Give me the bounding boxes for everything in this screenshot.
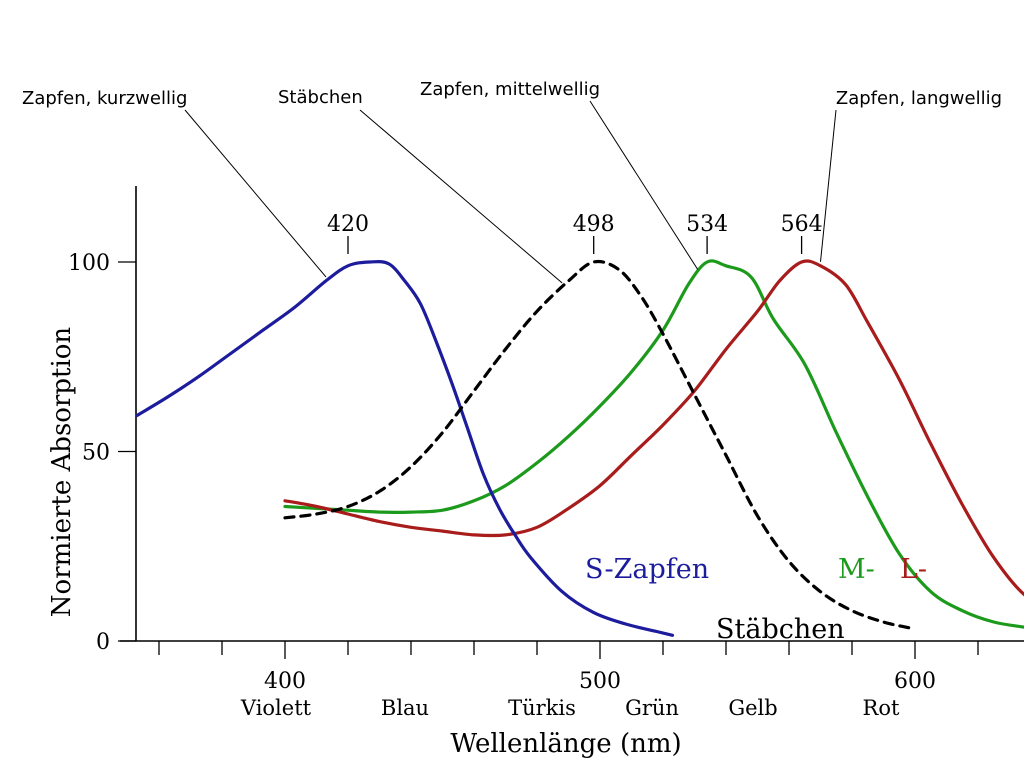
color-band-labels: Violett Blau Türkis Grün Gelb Rot <box>240 696 900 720</box>
callout-label: Zapfen, mittelwellig <box>420 79 600 100</box>
axes <box>120 186 1024 642</box>
series-label-m-cone: M- <box>838 554 875 585</box>
color-band-label: Grün <box>625 696 679 720</box>
peak-label: 534 <box>686 212 728 237</box>
peak-markers: 420 498 534 564 <box>327 212 823 254</box>
x-tick-label: 600 <box>894 669 936 694</box>
color-band-label: Türkis <box>508 696 576 720</box>
callout-label: Zapfen, kurzwellig <box>22 88 187 109</box>
curve-rod <box>283 259 911 630</box>
curve-l-cone <box>283 259 1024 597</box>
series-label-l-cone: L- <box>900 554 927 585</box>
x-axis-title: Wellenlänge (nm) <box>450 729 681 759</box>
peak-label: 564 <box>781 212 823 237</box>
color-band-label: Gelb <box>728 696 777 720</box>
callouts: Zapfen, kurzwellig Stäbchen Zapfen, mittel… <box>22 79 1002 284</box>
curve-m-cone <box>283 259 1024 629</box>
color-band-label: Rot <box>863 696 900 720</box>
x-tick-label: 500 <box>579 669 621 694</box>
curves <box>135 259 1024 637</box>
callout-label: Zapfen, langwellig <box>836 88 1002 109</box>
callout-label: Stäbchen <box>278 87 363 108</box>
callout-leader-line <box>184 109 327 278</box>
curve-s-cone <box>135 260 675 637</box>
peak-label: 498 <box>573 212 615 237</box>
color-band-label: Blau <box>381 696 429 720</box>
callout-leader-line <box>820 109 837 262</box>
y-tick-label: 0 <box>96 630 110 655</box>
ticks: 400500600700050100 <box>68 251 979 694</box>
callout-leader-line <box>359 109 563 284</box>
x-tick-label: 400 <box>264 669 306 694</box>
color-band-label: Violett <box>240 696 312 720</box>
y-tick-label: 50 <box>82 441 110 466</box>
callout-leader-line <box>589 100 699 270</box>
peak-label: 420 <box>327 212 369 237</box>
y-axis-title: Normierte Absorption <box>47 327 77 618</box>
series-label-rod: Stäbchen <box>716 614 845 645</box>
series-label-s-cone: S-Zapfen <box>585 554 709 585</box>
y-tick-label: 100 <box>68 251 110 276</box>
